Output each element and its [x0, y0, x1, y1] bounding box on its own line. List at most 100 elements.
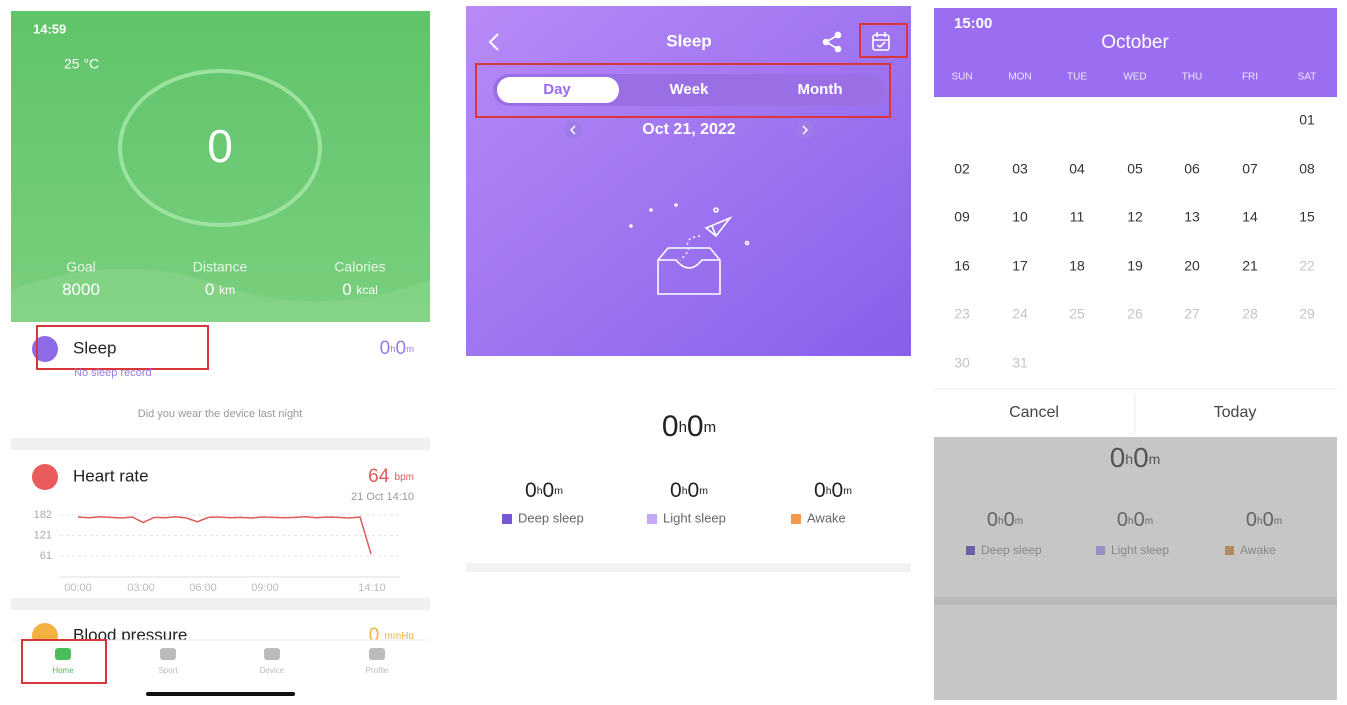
hours: 0	[987, 509, 998, 531]
hours: 0	[1110, 442, 1126, 473]
calendar-button[interactable]	[872, 32, 890, 51]
legend-label: Light sleep	[1111, 543, 1169, 557]
y-tick-label: 61	[40, 550, 52, 562]
minutes: 0	[1134, 509, 1145, 531]
day-cell: 30	[954, 355, 970, 371]
prev-day[interactable]	[564, 121, 582, 139]
separator	[466, 563, 911, 572]
heart-rate-line	[77, 515, 372, 555]
stat-value: 0 km	[205, 280, 235, 299]
day-cell[interactable]: 17	[1012, 258, 1028, 274]
unit: m	[1274, 516, 1282, 527]
tab-icon[interactable]	[369, 648, 385, 660]
unit: m	[704, 419, 717, 436]
unit: m	[1145, 516, 1153, 527]
day-cell[interactable]: 20	[1184, 258, 1200, 274]
legend-label: Light sleep	[663, 510, 726, 525]
sleep-item: 0h0m	[987, 509, 1023, 531]
tab-label[interactable]: Profile	[366, 666, 389, 675]
unit: h	[998, 516, 1004, 527]
screen-title: Sleep	[666, 31, 711, 50]
tab-icon[interactable]	[55, 648, 71, 660]
empty-illustration	[629, 203, 750, 295]
separator	[11, 598, 430, 610]
x-tick-label: 00:00	[64, 582, 92, 594]
day-cell: 23	[954, 306, 970, 322]
highlight-box	[36, 325, 209, 370]
day-cell[interactable]: 05	[1127, 161, 1143, 177]
minutes: 0	[832, 479, 844, 502]
home-indicator	[146, 692, 295, 696]
day-cell[interactable]: 03	[1012, 161, 1028, 177]
tab-icon[interactable]	[160, 648, 176, 660]
day-cell[interactable]: 13	[1184, 209, 1200, 225]
sleep-prompt: Did you wear the device last night	[138, 408, 302, 420]
next-day[interactable]	[796, 121, 814, 139]
day-cell[interactable]: 09	[954, 209, 970, 225]
day-cell[interactable]: 16	[954, 258, 970, 274]
calendar-screen	[934, 8, 1337, 700]
today-button[interactable]: Today	[1214, 404, 1257, 421]
tab-icon[interactable]	[264, 648, 280, 660]
card-title[interactable]: Heart rate	[73, 466, 149, 485]
tab-label[interactable]: Sport	[158, 666, 178, 675]
unit: h	[682, 485, 688, 497]
unit: h	[679, 419, 687, 436]
card-title[interactable]: Sleep	[73, 338, 116, 357]
home-screen	[11, 11, 430, 649]
day-cell[interactable]: 14	[1242, 209, 1258, 225]
minutes: 0	[1133, 442, 1149, 473]
legend-swatch	[1225, 546, 1234, 555]
segment-label[interactable]: Week	[670, 81, 710, 98]
day-cell[interactable]: 12	[1127, 209, 1143, 225]
day-cell[interactable]: 06	[1184, 161, 1200, 177]
weekday: MON	[1008, 72, 1031, 83]
cancel-button[interactable]: Cancel	[1009, 404, 1059, 421]
legend-label: Awake	[1240, 543, 1276, 557]
unit: h	[1257, 516, 1263, 527]
calendar-body	[934, 97, 1337, 437]
unit: m	[699, 485, 708, 497]
unit: h	[1128, 516, 1134, 527]
tab-label[interactable]: Home	[52, 666, 74, 675]
status-time: 15:00	[954, 15, 992, 32]
back-button[interactable]	[488, 33, 499, 51]
tab-label[interactable]: Device	[260, 666, 285, 675]
day-cell[interactable]: 21	[1242, 258, 1258, 274]
value: 0	[342, 280, 351, 299]
day-cell[interactable]: 18	[1069, 258, 1085, 274]
unit: m	[843, 485, 852, 497]
next-arrow	[802, 125, 809, 135]
total-sleep: 0h0m	[1110, 442, 1161, 473]
x-tick-label: 03:00	[127, 582, 155, 594]
day-cell[interactable]: 15	[1299, 209, 1315, 225]
day-cell[interactable]: 11	[1070, 209, 1085, 225]
heart-rate-value: 64 bpm	[368, 466, 414, 487]
segment-label[interactable]: Month	[798, 81, 843, 98]
day-cell[interactable]: 08	[1299, 161, 1315, 177]
day-cell[interactable]: 02	[954, 161, 970, 177]
segment-label[interactable]: Day	[543, 81, 571, 98]
minutes: 0	[396, 338, 407, 359]
day-cell[interactable]: 01	[1299, 112, 1315, 128]
hours: 0	[380, 338, 391, 359]
legend-swatch	[502, 514, 512, 524]
sleep-note: No sleep record	[74, 367, 152, 379]
weekday: WED	[1123, 72, 1146, 83]
day-cell[interactable]: 04	[1069, 161, 1085, 177]
value: 8000	[62, 280, 100, 299]
prev-arrow	[569, 125, 576, 135]
day-cell[interactable]: 10	[1012, 209, 1028, 225]
day-cell[interactable]: 07	[1242, 161, 1258, 177]
minutes: 0	[543, 479, 555, 502]
dim-overlay	[934, 437, 1337, 700]
day-cell[interactable]: 19	[1127, 258, 1143, 274]
unit: m	[1015, 516, 1023, 527]
unit: h	[537, 485, 543, 497]
share-button[interactable]	[822, 31, 842, 53]
weekday: THU	[1182, 72, 1203, 83]
segment-selected[interactable]	[497, 77, 619, 103]
sleep-duration: 0h0m	[380, 338, 414, 359]
